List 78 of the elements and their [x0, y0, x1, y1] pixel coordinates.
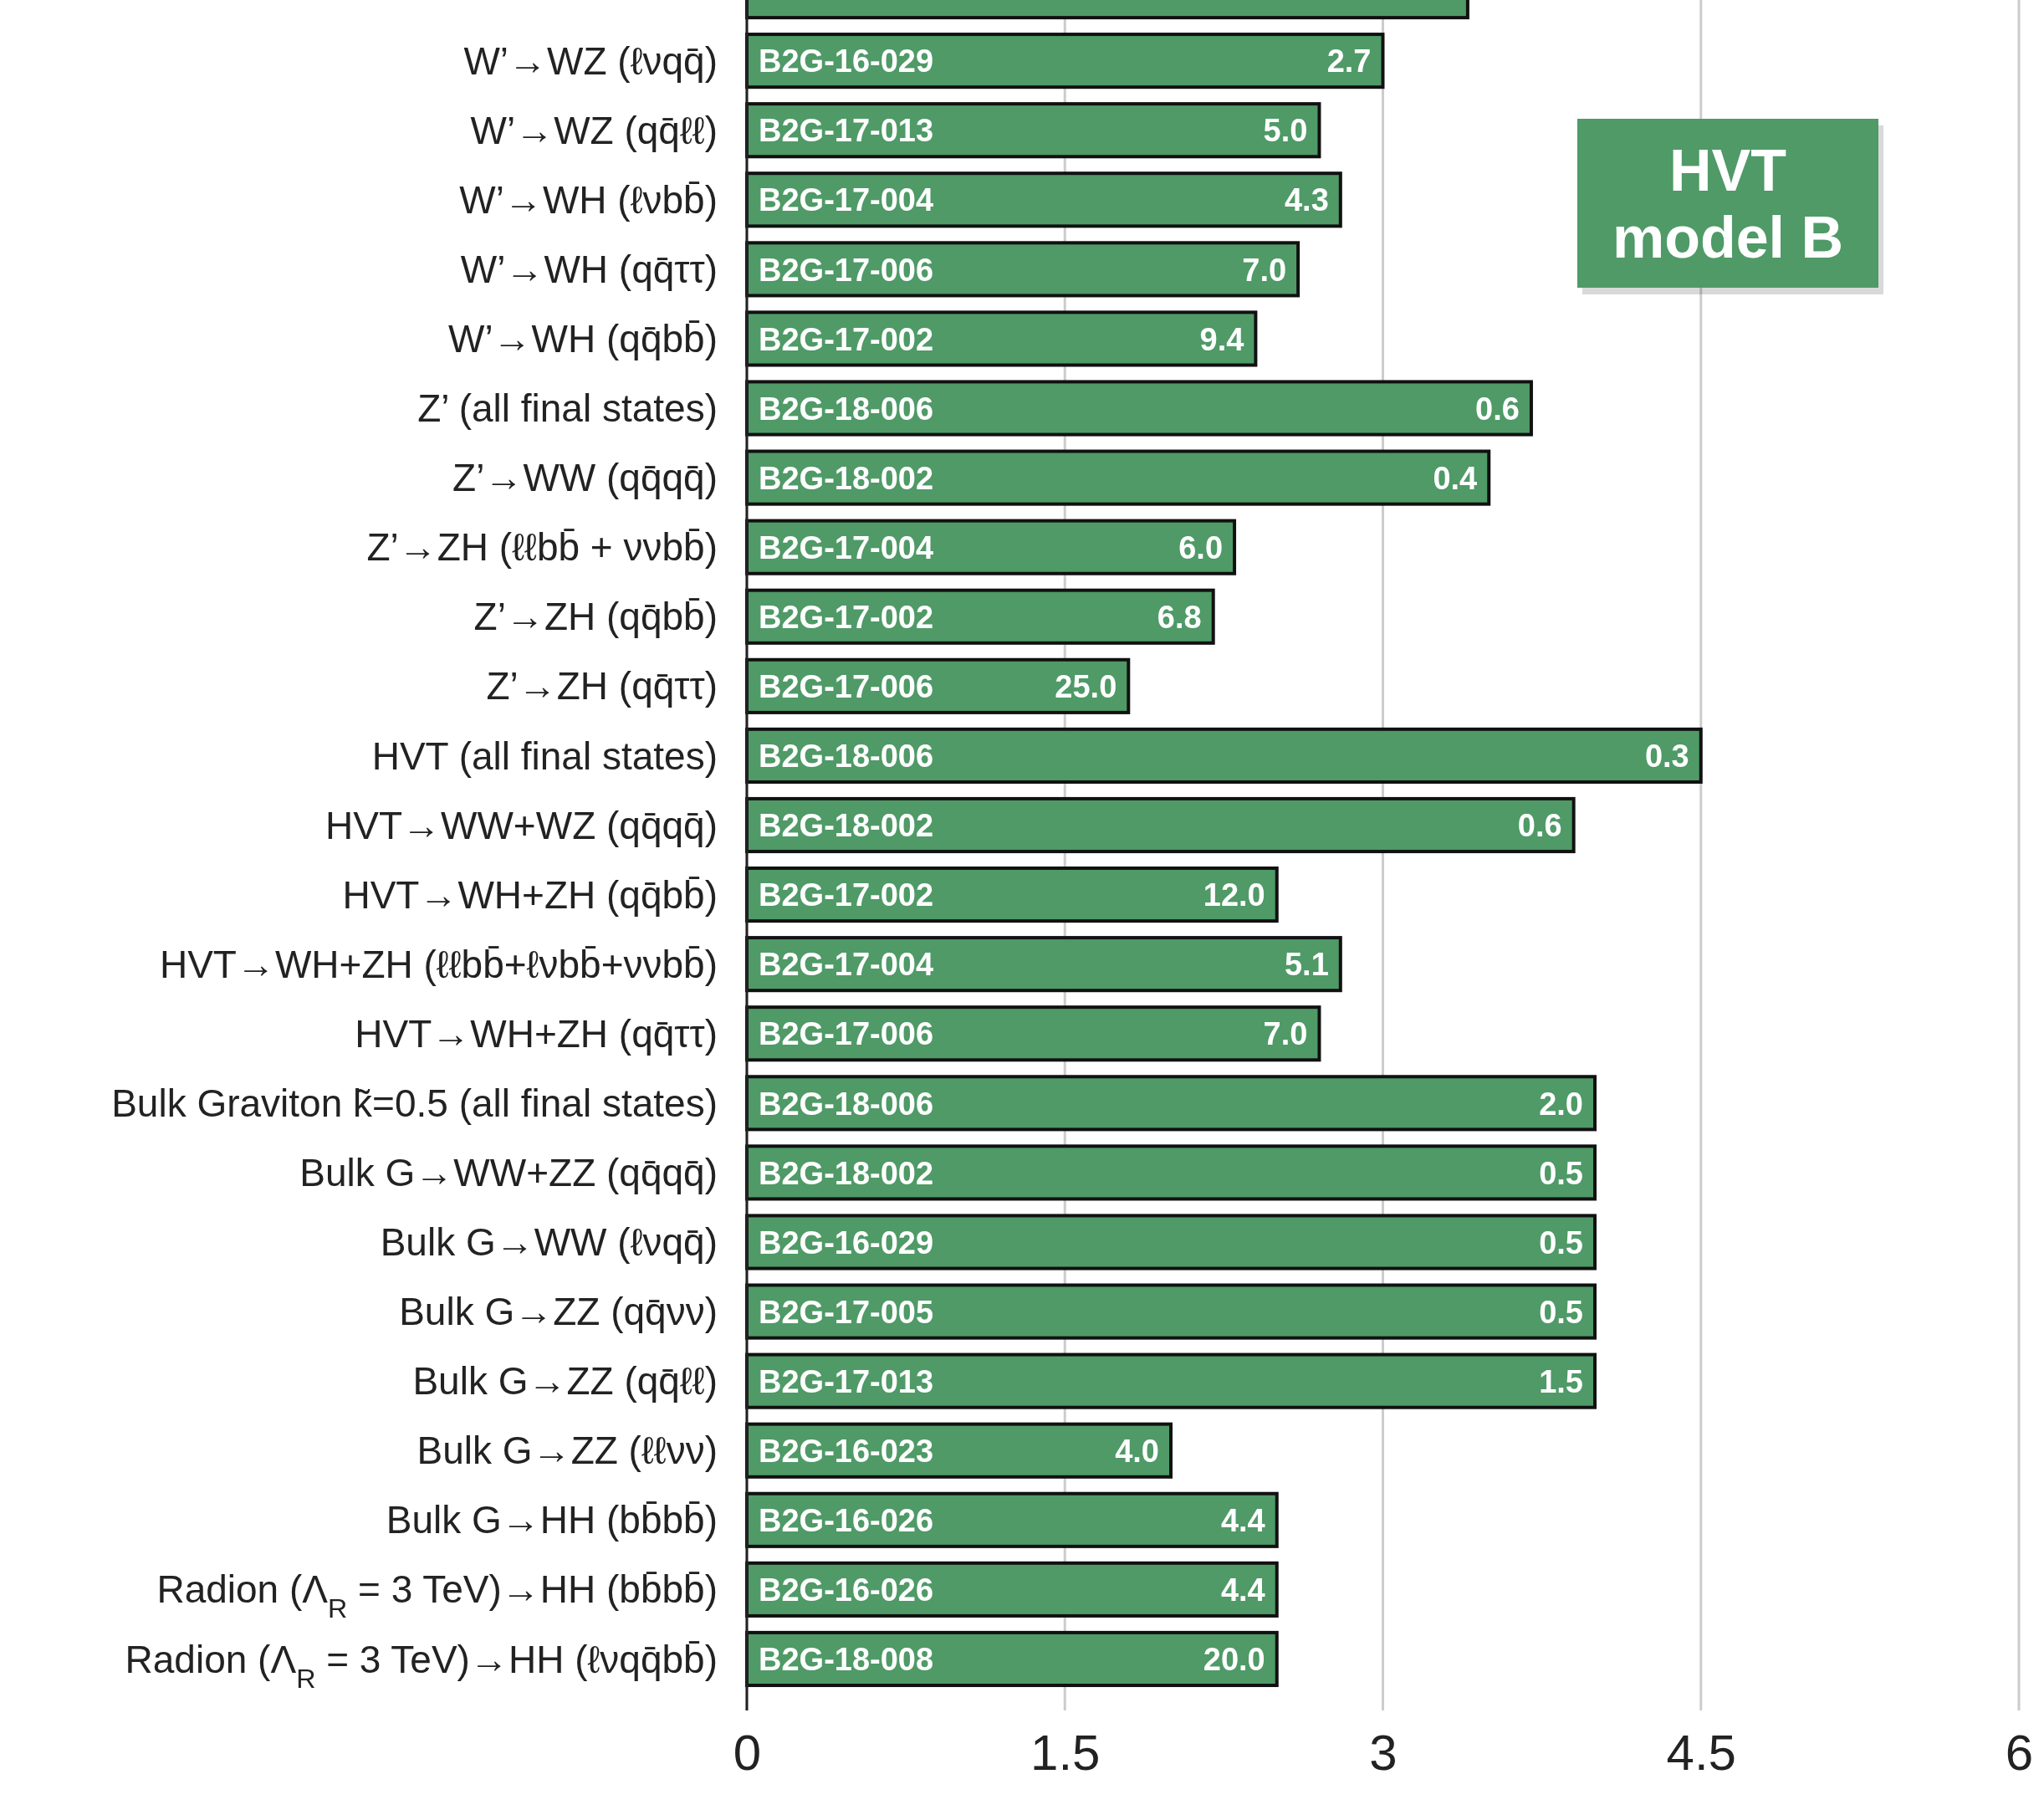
annotation: B2G-17-004: [759, 182, 934, 218]
annotation: B2G-16-029: [759, 1224, 934, 1260]
annotation: 6.0: [1178, 529, 1224, 565]
annotation: 0.6: [1475, 391, 1520, 427]
annotation: 0.5: [1539, 1294, 1583, 1330]
y-tick-label: W’→WZ (ℓνqq̄): [463, 38, 718, 83]
annotation: 4.0: [1115, 1433, 1159, 1469]
annotation: B2G-17-002: [759, 877, 934, 913]
annotation: B2G-16-029: [759, 43, 934, 79]
x-tick-label: 1.5: [1030, 1724, 1101, 1781]
x-tick-label: 4.5: [1666, 1724, 1736, 1781]
annotation: 0.4: [1433, 460, 1478, 496]
annotation: 4.4: [1220, 1572, 1265, 1608]
annotation: B2G-17-006: [759, 1016, 934, 1052]
annotation: 5.1: [1284, 947, 1329, 983]
annotation: B2G-16-026: [759, 1572, 934, 1608]
y-tick-label: Bulk G→ZZ (qq̄νν): [399, 1290, 718, 1334]
annotation: B2G-17-005: [759, 1294, 934, 1330]
annotation: B2G-17-004: [759, 529, 934, 565]
annotation: B2G-18-006: [759, 391, 934, 427]
y-tick-label: HVT→WH+ZH (qq̄bb̄): [342, 872, 718, 917]
annotation: B2G-18-002: [759, 808, 934, 844]
y-tick-label: Z’→ZH (ℓℓbb̄ + ννbb̄): [366, 525, 718, 570]
annotation: 1.5: [1539, 1363, 1583, 1399]
annotation: 0.5: [1539, 1155, 1583, 1191]
annotation: 0.5: [1539, 1224, 1583, 1260]
y-tick-label: Z’→ZH (qq̄bb̄): [473, 595, 718, 639]
y-tick-label: HVT (all final states): [371, 734, 718, 778]
annotation: B2G-16-026: [759, 1502, 934, 1538]
annotation: B2G-17-006: [759, 669, 934, 705]
y-tick-label: HVT→WH+ZH (qq̄ττ): [355, 1011, 718, 1056]
x-tick-label: 3: [1369, 1724, 1398, 1781]
annotation: 25.0: [1055, 669, 1117, 705]
y-tick-label: HVT→WH+ZH (ℓℓbb̄+ℓνbb̄+ννbb̄): [159, 942, 718, 986]
annotation: B2G-17-013: [759, 1363, 934, 1399]
annotation: 4.4: [1220, 1502, 1265, 1538]
y-tick-label: Bulk Graviton k̃=0.5 (all final states): [111, 1081, 718, 1125]
y-tick-label: Bulk G→ZZ (qq̄ℓℓ): [412, 1359, 718, 1403]
y-tick-label: HVT→WW+WZ (qq̄qq̄): [325, 803, 718, 847]
annotation: B2G-16-023: [759, 1433, 934, 1469]
annotation: B2G-17-002: [759, 599, 934, 635]
annotation: B2G-17-002: [759, 321, 934, 357]
y-tick-label: W’→WH (qq̄ττ): [460, 247, 718, 291]
y-tick-label: Z’→ZH (qq̄ττ): [486, 664, 718, 708]
annotation: 5.0: [1263, 113, 1308, 149]
y-tick-label: W’→WZ (qq̄ℓℓ): [470, 108, 718, 152]
annotation: 6.8: [1157, 599, 1202, 635]
annotation: B2G-18-006: [759, 1086, 934, 1122]
annotation: 7.0: [1242, 252, 1287, 288]
y-tick-label: Bulk G→WW (ℓνqq̄): [380, 1220, 718, 1265]
y-tick-label: Bulk G→ZZ (ℓℓνν): [416, 1429, 718, 1473]
annotation: HVT model B: [1612, 138, 1844, 270]
annotation: B2G-17-013: [759, 113, 934, 149]
y-tick-label: Bulk G→WW+ZZ (qq̄qq̄): [299, 1151, 718, 1194]
x-tick-label: 0: [733, 1724, 762, 1781]
annotation: 9.4: [1199, 321, 1244, 357]
annotation: B2G-17-006: [759, 252, 934, 288]
annotation: 0.6: [1517, 808, 1562, 844]
y-tick-label: Bulk G→HH (bb̄bb̄): [386, 1498, 718, 1542]
annotation: 12.0: [1203, 877, 1265, 913]
y-tick-label: W’→WH (qq̄bb̄): [447, 317, 718, 361]
x-tick-label: 6: [2005, 1724, 2034, 1781]
annotation: B2G-18-002: [759, 1155, 934, 1191]
annotation: 4.3: [1284, 182, 1329, 218]
annotation: 20.0: [1203, 1642, 1265, 1678]
y-tick-label: Z’→WW (qq̄qq̄): [452, 456, 718, 500]
annotation: 2.0: [1539, 1086, 1583, 1122]
annotation: 7.0: [1263, 1016, 1308, 1052]
annotation: 2.7: [1326, 43, 1372, 79]
annotation: B2G-17-004: [759, 947, 934, 983]
y-tick-label: Radion (Λ$_{R}$ = 3 TeV)→HH (bb̄bb̄): [156, 1567, 718, 1624]
annotation: B2G-18-002: [759, 460, 934, 496]
y-tick-label: Radion (Λ$_{R}$ = 3 TeV)→HH (ℓνqq̄bb̄): [125, 1637, 718, 1694]
y-tick-label: W’→WH (ℓνbb̄): [459, 177, 718, 222]
y-tick-label: Z’ (all final states): [417, 386, 718, 431]
annotation: 0.3: [1644, 739, 1689, 775]
annotation: B2G-18-006: [759, 739, 934, 775]
annotation: B2G-18-008: [759, 1642, 934, 1678]
